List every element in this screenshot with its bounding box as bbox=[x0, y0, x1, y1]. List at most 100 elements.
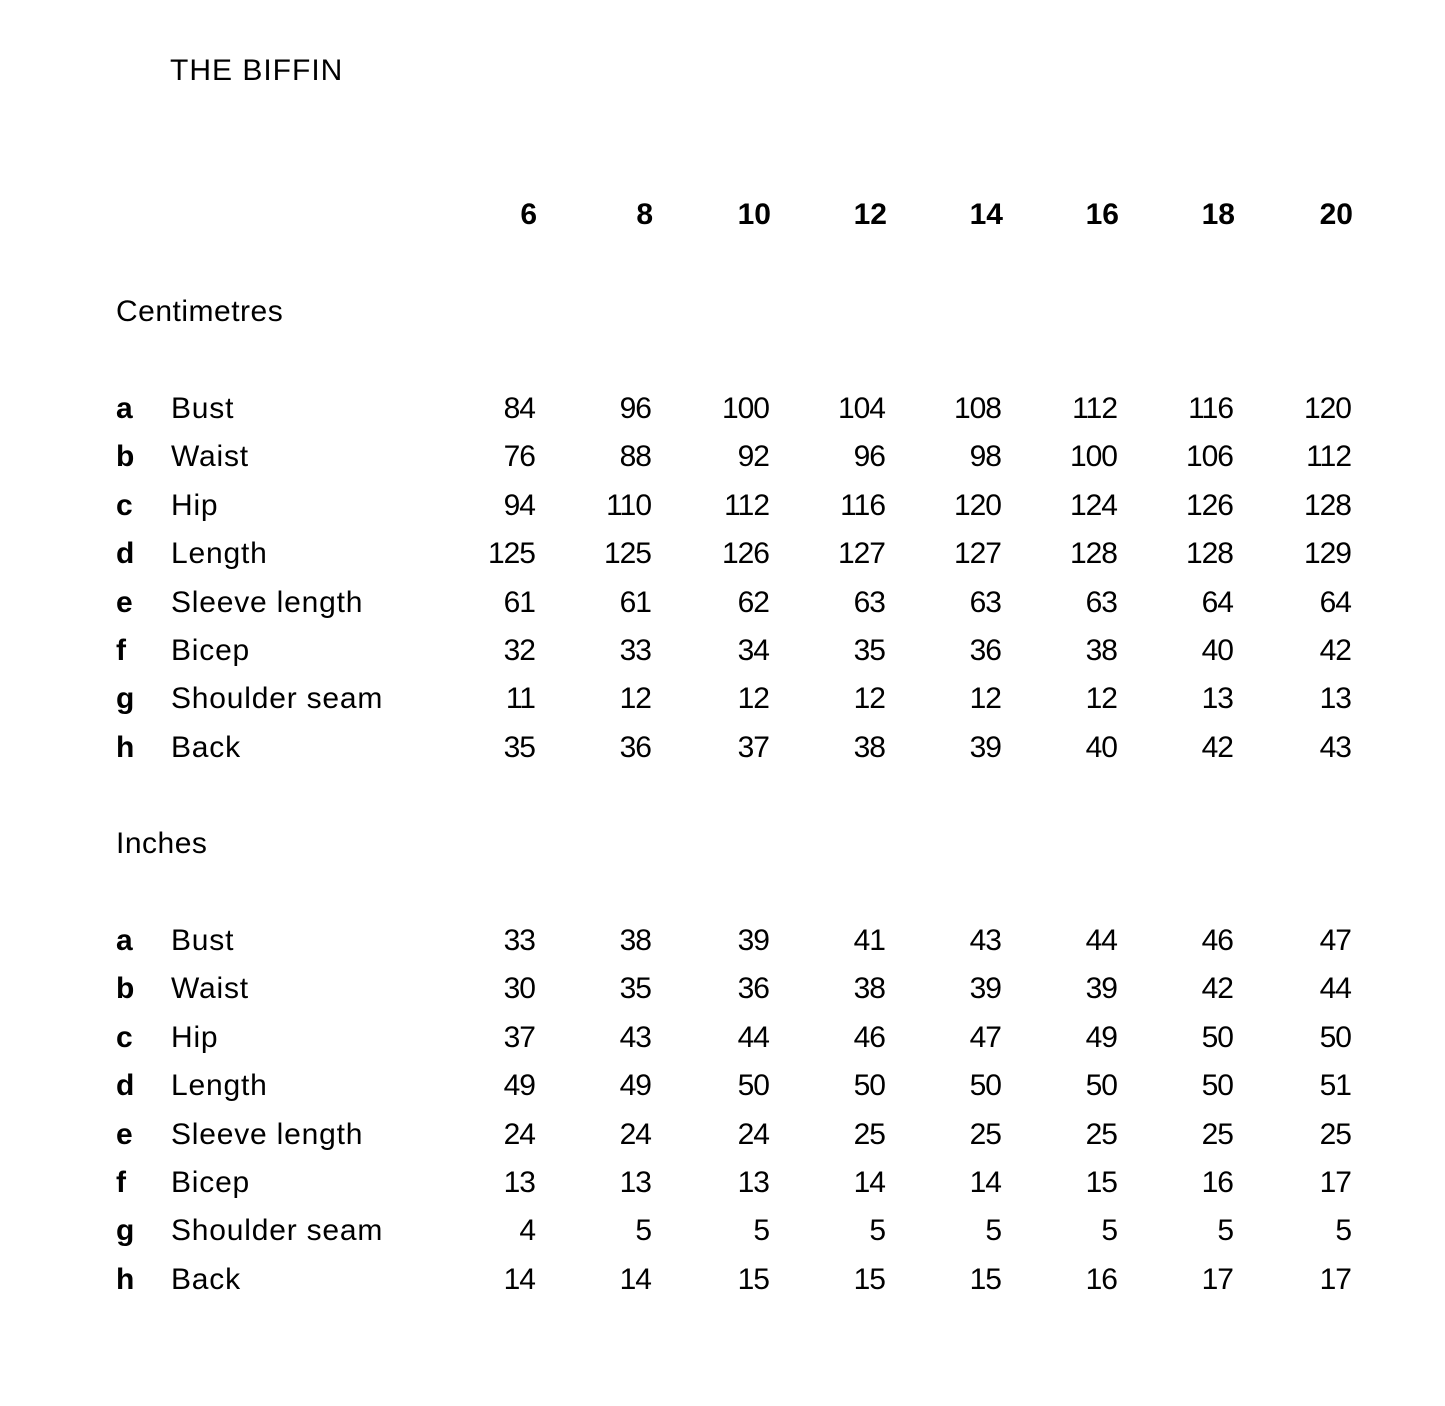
measurement-label: Back bbox=[171, 1262, 241, 1296]
measurement-label: Hip bbox=[171, 488, 219, 522]
measurement-value: 13 bbox=[737, 1166, 770, 1199]
measurement-letter: e bbox=[116, 585, 133, 619]
measurement-value: 25 bbox=[853, 1117, 886, 1151]
measurement-value: 50 bbox=[969, 1069, 1002, 1103]
measurement-row: d Length 125 125 126 127 127 128 128 129 bbox=[0, 537, 1445, 577]
measurement-value: 38 bbox=[1085, 634, 1118, 667]
size-header-row: 6 8 10 12 14 16 18 20 bbox=[0, 198, 1445, 238]
measurement-value: 12 bbox=[969, 682, 1002, 716]
document-title: THE BIFFIN bbox=[170, 54, 344, 87]
size-header-cell: 18 bbox=[1201, 198, 1235, 231]
measurement-value: 62 bbox=[737, 585, 770, 619]
measurement-value: 49 bbox=[1085, 1020, 1118, 1054]
measurement-label: Hip bbox=[171, 1020, 219, 1054]
measurement-value: 92 bbox=[737, 440, 770, 474]
measurement-value: 5 bbox=[869, 1214, 886, 1248]
measurement-value: 108 bbox=[953, 392, 1002, 425]
measurement-value: 61 bbox=[619, 585, 652, 619]
measurement-label: Bust bbox=[171, 924, 235, 957]
measurement-value: 39 bbox=[737, 924, 770, 957]
measurement-letter: g bbox=[116, 1214, 135, 1248]
size-header-cell: 12 bbox=[853, 198, 887, 231]
measurement-value: 14 bbox=[503, 1262, 536, 1296]
measurement-value: 126 bbox=[721, 537, 770, 571]
measurement-label: Sleeve length bbox=[171, 1117, 364, 1151]
measurement-value: 88 bbox=[619, 440, 652, 474]
measurement-value: 4 bbox=[519, 1214, 536, 1248]
measurement-value: 44 bbox=[1319, 972, 1352, 1006]
measurement-label: Waist bbox=[171, 972, 249, 1006]
measurement-value: 44 bbox=[1085, 924, 1118, 957]
measurement-row: b Waist 30 35 36 38 39 39 42 44 bbox=[0, 972, 1445, 1012]
measurement-value: 46 bbox=[1201, 924, 1234, 957]
measurement-value: 16 bbox=[1085, 1262, 1118, 1296]
measurement-value: 49 bbox=[619, 1069, 652, 1103]
measurement-value: 5 bbox=[635, 1214, 652, 1248]
measurement-value: 40 bbox=[1085, 730, 1118, 764]
measurement-value: 37 bbox=[737, 730, 770, 764]
measurement-value: 37 bbox=[503, 1020, 536, 1054]
measurement-row: c Hip 94 110 112 116 120 124 126 128 bbox=[0, 489, 1445, 529]
measurement-value: 12 bbox=[1085, 682, 1118, 716]
measurement-value: 12 bbox=[619, 682, 652, 716]
measurement-value: 17 bbox=[1319, 1262, 1352, 1296]
measurement-value: 127 bbox=[953, 537, 1002, 571]
measurement-value: 12 bbox=[737, 682, 770, 716]
measurement-value: 25 bbox=[1319, 1117, 1352, 1151]
measurement-value: 104 bbox=[837, 392, 886, 425]
measurement-row: a Bust 84 96 100 104 108 112 116 120 bbox=[0, 392, 1445, 432]
measurement-value: 116 bbox=[840, 488, 886, 522]
measurement-value: 110 bbox=[606, 488, 652, 522]
measurement-label: Back bbox=[171, 730, 241, 764]
measurement-value: 120 bbox=[953, 488, 1002, 522]
measurement-value: 15 bbox=[969, 1262, 1002, 1296]
measurement-label: Bust bbox=[171, 392, 235, 425]
measurement-label: Waist bbox=[171, 440, 249, 474]
measurement-letter: c bbox=[116, 1020, 133, 1054]
measurement-value: 39 bbox=[969, 972, 1002, 1006]
size-header-cell: 16 bbox=[1085, 198, 1119, 231]
measurement-value: 39 bbox=[969, 730, 1002, 764]
measurement-value: 51 bbox=[1319, 1069, 1352, 1103]
measurement-value: 112 bbox=[1306, 440, 1352, 474]
measurement-row: g Shoulder seam 11 12 12 12 12 12 13 13 bbox=[0, 682, 1445, 722]
measurement-value: 5 bbox=[1101, 1214, 1118, 1248]
measurement-value: 100 bbox=[1069, 440, 1118, 474]
measurement-letter: h bbox=[116, 1262, 135, 1296]
size-header-cell: 20 bbox=[1319, 198, 1353, 231]
measurement-value: 12 bbox=[853, 682, 886, 716]
measurement-value: 36 bbox=[969, 634, 1002, 667]
measurement-value: 5 bbox=[1335, 1214, 1352, 1248]
measurement-value: 64 bbox=[1201, 585, 1234, 619]
measurement-value: 120 bbox=[1303, 392, 1352, 425]
section-label-centimetres: Centimetres bbox=[116, 295, 284, 328]
measurement-row: a Bust 33 38 39 41 43 44 46 47 bbox=[0, 924, 1445, 964]
measurement-value: 76 bbox=[503, 440, 536, 474]
measurement-value: 124 bbox=[1069, 488, 1118, 522]
measurement-value: 25 bbox=[969, 1117, 1002, 1151]
measurement-value: 42 bbox=[1201, 972, 1234, 1006]
measurement-letter: d bbox=[116, 1069, 135, 1103]
measurement-value: 15 bbox=[1085, 1166, 1118, 1199]
size-header-cell: 10 bbox=[737, 198, 771, 231]
measurement-value: 13 bbox=[1319, 682, 1352, 716]
measurement-letter: f bbox=[116, 634, 126, 667]
size-header-cell: 14 bbox=[969, 198, 1003, 231]
measurement-value: 38 bbox=[619, 924, 652, 957]
measurement-value: 63 bbox=[969, 585, 1002, 619]
measurement-value: 17 bbox=[1319, 1166, 1352, 1199]
measurement-letter: e bbox=[116, 1117, 133, 1151]
measurement-row: d Length 49 49 50 50 50 50 50 51 bbox=[0, 1069, 1445, 1109]
measurement-row: b Waist 76 88 92 96 98 100 106 112 bbox=[0, 440, 1445, 480]
measurement-value: 42 bbox=[1319, 634, 1352, 667]
measurement-value: 126 bbox=[1185, 488, 1234, 522]
measurement-value: 63 bbox=[853, 585, 886, 619]
measurement-value: 17 bbox=[1201, 1262, 1234, 1296]
measurement-value: 16 bbox=[1201, 1166, 1234, 1199]
measurement-value: 24 bbox=[737, 1117, 770, 1151]
measurement-value: 35 bbox=[619, 972, 652, 1006]
measurement-value: 128 bbox=[1303, 488, 1352, 522]
measurement-value: 13 bbox=[1201, 682, 1234, 716]
measurement-row: f Bicep 32 33 34 35 36 38 40 42 bbox=[0, 634, 1445, 674]
measurement-value: 42 bbox=[1201, 730, 1234, 764]
